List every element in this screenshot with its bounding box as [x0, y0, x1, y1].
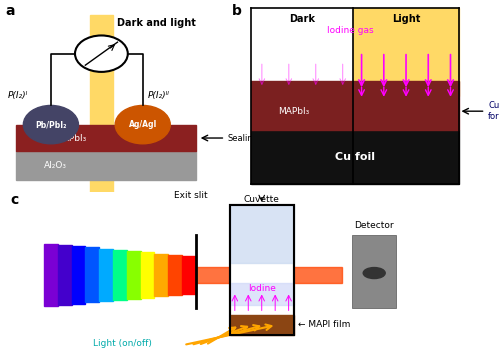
- Text: Iodine gas: Iodine gas: [327, 26, 374, 35]
- Text: Cuvette: Cuvette: [244, 195, 279, 204]
- Text: Cu foil: Cu foil: [335, 152, 375, 162]
- Bar: [85, 247, 99, 302]
- Bar: [230, 283, 293, 305]
- Text: Dark and light: Dark and light: [117, 18, 196, 28]
- Text: Ag/AgI: Ag/AgI: [129, 120, 157, 129]
- Ellipse shape: [23, 105, 78, 144]
- Text: Pb/PbI₂: Pb/PbI₂: [35, 120, 67, 129]
- Text: Al₂O₃: Al₂O₃: [44, 161, 67, 170]
- Text: MAPbI₃: MAPbI₃: [278, 107, 309, 116]
- Bar: [230, 205, 293, 263]
- Ellipse shape: [115, 105, 170, 144]
- Text: a: a: [5, 4, 14, 18]
- Bar: [251, 81, 459, 130]
- Bar: [44, 244, 58, 306]
- Text: c: c: [10, 193, 18, 207]
- Text: Exit slit: Exit slit: [174, 191, 208, 200]
- Ellipse shape: [75, 36, 128, 72]
- Text: Detector: Detector: [354, 221, 394, 230]
- Bar: [90, 15, 113, 192]
- Text: MAPbI₃: MAPbI₃: [55, 133, 87, 142]
- Text: Light: Light: [392, 14, 420, 24]
- Bar: [230, 315, 293, 335]
- Bar: [352, 235, 396, 308]
- Bar: [127, 251, 141, 299]
- Text: Sealing: Sealing: [228, 133, 259, 142]
- Bar: [16, 152, 196, 180]
- Bar: [168, 255, 182, 295]
- Bar: [154, 253, 168, 296]
- Bar: [72, 246, 85, 304]
- Text: CuI
formation: CuI formation: [488, 102, 499, 121]
- Text: ← MAPI film: ← MAPI film: [298, 321, 351, 329]
- Bar: [182, 256, 196, 294]
- Bar: [230, 205, 293, 335]
- Bar: [230, 205, 293, 335]
- Text: Iodine: Iodine: [248, 284, 275, 293]
- Bar: [16, 125, 196, 152]
- Text: b: b: [232, 4, 242, 18]
- Bar: [58, 245, 72, 305]
- Bar: [99, 248, 113, 301]
- Ellipse shape: [363, 268, 385, 279]
- Bar: [113, 250, 127, 300]
- Text: P(I₂)ᴵᴵ: P(I₂)ᴵᴵ: [147, 91, 169, 100]
- Bar: [251, 130, 459, 184]
- Bar: [141, 252, 154, 297]
- Text: P(I₂)ᴵ: P(I₂)ᴵ: [7, 91, 27, 100]
- Text: Dark: Dark: [289, 14, 315, 24]
- Bar: [196, 267, 342, 283]
- Bar: [353, 8, 459, 96]
- Text: Light (on/off): Light (on/off): [93, 339, 152, 348]
